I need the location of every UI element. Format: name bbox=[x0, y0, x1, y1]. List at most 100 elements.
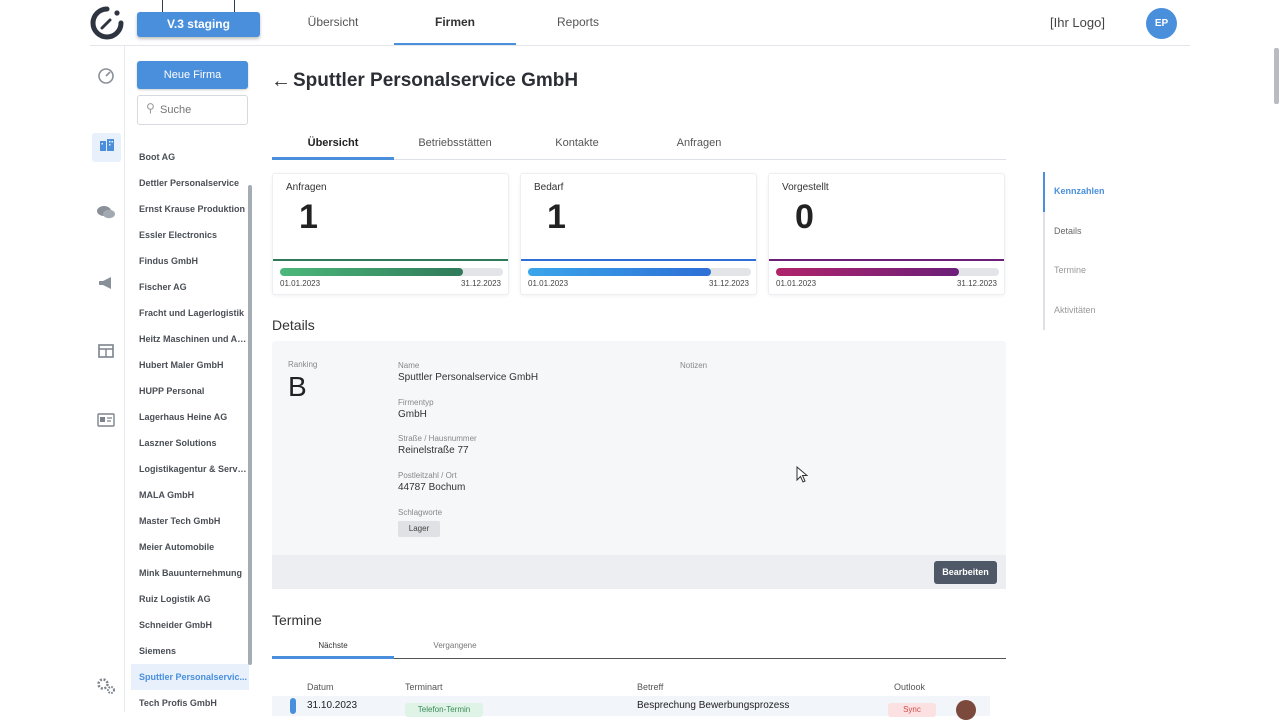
kpi-start-date: 01.01.2023 bbox=[280, 279, 321, 288]
kpi-start-date: 01.01.2023 bbox=[528, 279, 569, 288]
row-avatar bbox=[956, 700, 976, 720]
app-logo-icon[interactable] bbox=[90, 6, 124, 40]
page-title: Sputtler Personalservice GmbH bbox=[293, 70, 579, 91]
kpi-card-demand[interactable]: Bedarf 1 01.01.2023 31.12.2023 bbox=[520, 173, 757, 295]
header-divider bbox=[90, 45, 1190, 46]
company-list-item[interactable]: Heitz Maschinen und An... bbox=[139, 334, 249, 344]
chat-icon[interactable] bbox=[96, 204, 116, 224]
tab-requests[interactable]: Anfragen bbox=[676, 137, 722, 149]
details-panel: Ranking B Name Sputtler Personalservice … bbox=[272, 341, 1006, 589]
kpi-label: Bedarf bbox=[534, 182, 564, 193]
company-list-item[interactable]: Lagerhaus Heine AG bbox=[139, 412, 228, 422]
company-tabs: Übersicht Betriebsstätten Kontakte Anfra… bbox=[272, 128, 1006, 160]
kpi-progress-fill bbox=[528, 268, 711, 276]
kpi-progress-fill bbox=[280, 268, 463, 276]
company-list-item[interactable]: Ernst Krause Produktion bbox=[139, 204, 246, 214]
company-search[interactable]: ⚲ bbox=[137, 95, 248, 125]
appointment-tabs: Nächste Vergangene bbox=[272, 636, 1006, 659]
column-header-subject[interactable]: Betreff bbox=[637, 682, 664, 692]
column-header-type[interactable]: Terminart bbox=[405, 682, 443, 692]
company-list-item[interactable]: MALA GmbH bbox=[139, 490, 195, 500]
staging-ribbon-line bbox=[234, 0, 235, 12]
kpi-card-presented[interactable]: Vorgestellt 0 01.01.2023 31.12.2023 bbox=[768, 173, 1005, 295]
kpi-value: 1 bbox=[547, 198, 566, 236]
nav-companies[interactable]: Firmen bbox=[394, 0, 516, 46]
mouse-cursor-icon bbox=[796, 466, 808, 483]
table-icon[interactable] bbox=[96, 343, 116, 363]
page-scrollbar[interactable] bbox=[1274, 48, 1279, 104]
user-avatar[interactable]: EP bbox=[1146, 8, 1177, 39]
company-list-item[interactable]: Dettler Personalservice bbox=[139, 178, 240, 188]
contact-card-icon[interactable] bbox=[96, 412, 116, 432]
company-list-item[interactable]: Logistikagentur & Service bbox=[139, 464, 249, 474]
company-list-item[interactable]: Sputtler Personalservic... bbox=[131, 664, 249, 690]
type-label: Firmentyp bbox=[398, 398, 434, 407]
section-anchors: Kennzahlen Details Termine Aktivitäten bbox=[1043, 172, 1153, 330]
kpi-value: 1 bbox=[299, 198, 318, 236]
kpi-end-date: 31.12.2023 bbox=[708, 279, 749, 288]
tag-chip[interactable]: Lager bbox=[398, 521, 440, 537]
company-list-scrollbar[interactable] bbox=[248, 185, 252, 665]
kpi-separator bbox=[769, 259, 1004, 261]
row-subject: Besprechung Bewerbungsprozess bbox=[637, 700, 790, 711]
tab-contacts[interactable]: Kontakte bbox=[555, 137, 599, 149]
icon-rail bbox=[90, 46, 125, 712]
anchor-activities[interactable]: Aktivitäten bbox=[1043, 290, 1153, 330]
notes-label: Notizen bbox=[680, 361, 708, 370]
settings-icon[interactable] bbox=[96, 677, 116, 697]
new-company-button[interactable]: Neue Firma bbox=[137, 61, 248, 89]
environment-badge[interactable]: V.3 staging bbox=[137, 12, 260, 37]
company-list-item[interactable]: Tech Profis GmbH bbox=[139, 698, 217, 708]
company-list-item[interactable]: Fischer AG bbox=[139, 282, 187, 292]
column-header-outlook[interactable]: Outlook bbox=[894, 682, 926, 692]
name-label: Name bbox=[398, 361, 420, 370]
back-arrow-icon[interactable]: ← bbox=[271, 70, 291, 92]
company-list-item[interactable]: Fracht und Lagerlogistik bbox=[139, 308, 245, 318]
company-list: Boot AG Dettler Personalservice Ernst Krau… bbox=[131, 144, 249, 712]
details-heading: Details bbox=[272, 317, 315, 333]
row-outlook-badge[interactable]: Sync bbox=[888, 703, 936, 717]
staging-ribbon-line bbox=[162, 0, 163, 12]
kpi-progress-fill bbox=[776, 268, 959, 276]
table-row[interactable]: 31.10.2023 Telefon-Termin Besprechung Be… bbox=[272, 696, 990, 720]
company-list-item[interactable]: Master Tech GmbH bbox=[139, 516, 221, 526]
kpi-label: Vorgestellt bbox=[782, 182, 829, 193]
company-list-item[interactable]: Essler Electronics bbox=[139, 230, 218, 240]
anchor-details[interactable]: Details bbox=[1043, 211, 1153, 251]
company-list-item[interactable]: HUPP Personal bbox=[139, 386, 205, 396]
company-list-item[interactable]: Meier Automobile bbox=[139, 542, 215, 552]
edit-button[interactable]: Bearbeiten bbox=[934, 561, 997, 584]
type-value: GmbH bbox=[398, 409, 427, 420]
tab-upcoming[interactable]: Nächste bbox=[272, 636, 394, 659]
tab-overview[interactable]: Übersicht bbox=[272, 128, 394, 160]
top-bar: V.3 staging Übersicht Firmen Reports [Ih… bbox=[0, 0, 1280, 46]
nav-overview[interactable]: Übersicht bbox=[307, 15, 359, 29]
company-list-item[interactable]: Boot AG bbox=[139, 152, 176, 162]
company-list-item[interactable]: Ruiz Logistik AG bbox=[139, 594, 211, 604]
kpi-card-requests[interactable]: Anfragen 1 01.01.2023 31.12.2023 bbox=[272, 173, 509, 295]
column-header-date[interactable]: Datum bbox=[307, 682, 334, 692]
company-list-item[interactable]: Mink Bauunternehmung bbox=[139, 568, 242, 578]
city-value: 44787 Bochum bbox=[398, 482, 466, 493]
tab-past[interactable]: Vergangene bbox=[433, 641, 477, 650]
kpi-separator bbox=[273, 259, 508, 261]
nav-reports[interactable]: Reports bbox=[556, 15, 600, 29]
search-input[interactable] bbox=[160, 102, 242, 118]
row-date: 31.10.2023 bbox=[307, 700, 358, 711]
kpi-progress-track bbox=[528, 268, 751, 276]
name-value: Sputtler Personalservice GmbH bbox=[398, 372, 539, 383]
company-list-item[interactable]: Hubert Maler GmbH bbox=[139, 360, 224, 370]
dashboard-icon[interactable] bbox=[96, 67, 116, 87]
companies-icon[interactable] bbox=[92, 133, 121, 162]
company-list-item[interactable]: Laszner Solutions bbox=[139, 438, 217, 448]
company-list-item[interactable]: Findus GmbH bbox=[139, 256, 198, 266]
company-list-item[interactable]: Siemens bbox=[139, 646, 177, 656]
tags-label: Schlagworte bbox=[398, 508, 443, 517]
tab-locations[interactable]: Betriebsstätten bbox=[418, 137, 492, 149]
anchor-appointments[interactable]: Termine bbox=[1043, 251, 1153, 291]
megaphone-icon[interactable] bbox=[96, 275, 116, 295]
anchor-kpis[interactable]: Kennzahlen bbox=[1043, 172, 1153, 212]
street-label: Straße / Hausnummer bbox=[398, 434, 477, 443]
row-type-badge: Telefon-Termin bbox=[405, 703, 483, 717]
company-list-item[interactable]: Schneider GmbH bbox=[139, 620, 213, 630]
